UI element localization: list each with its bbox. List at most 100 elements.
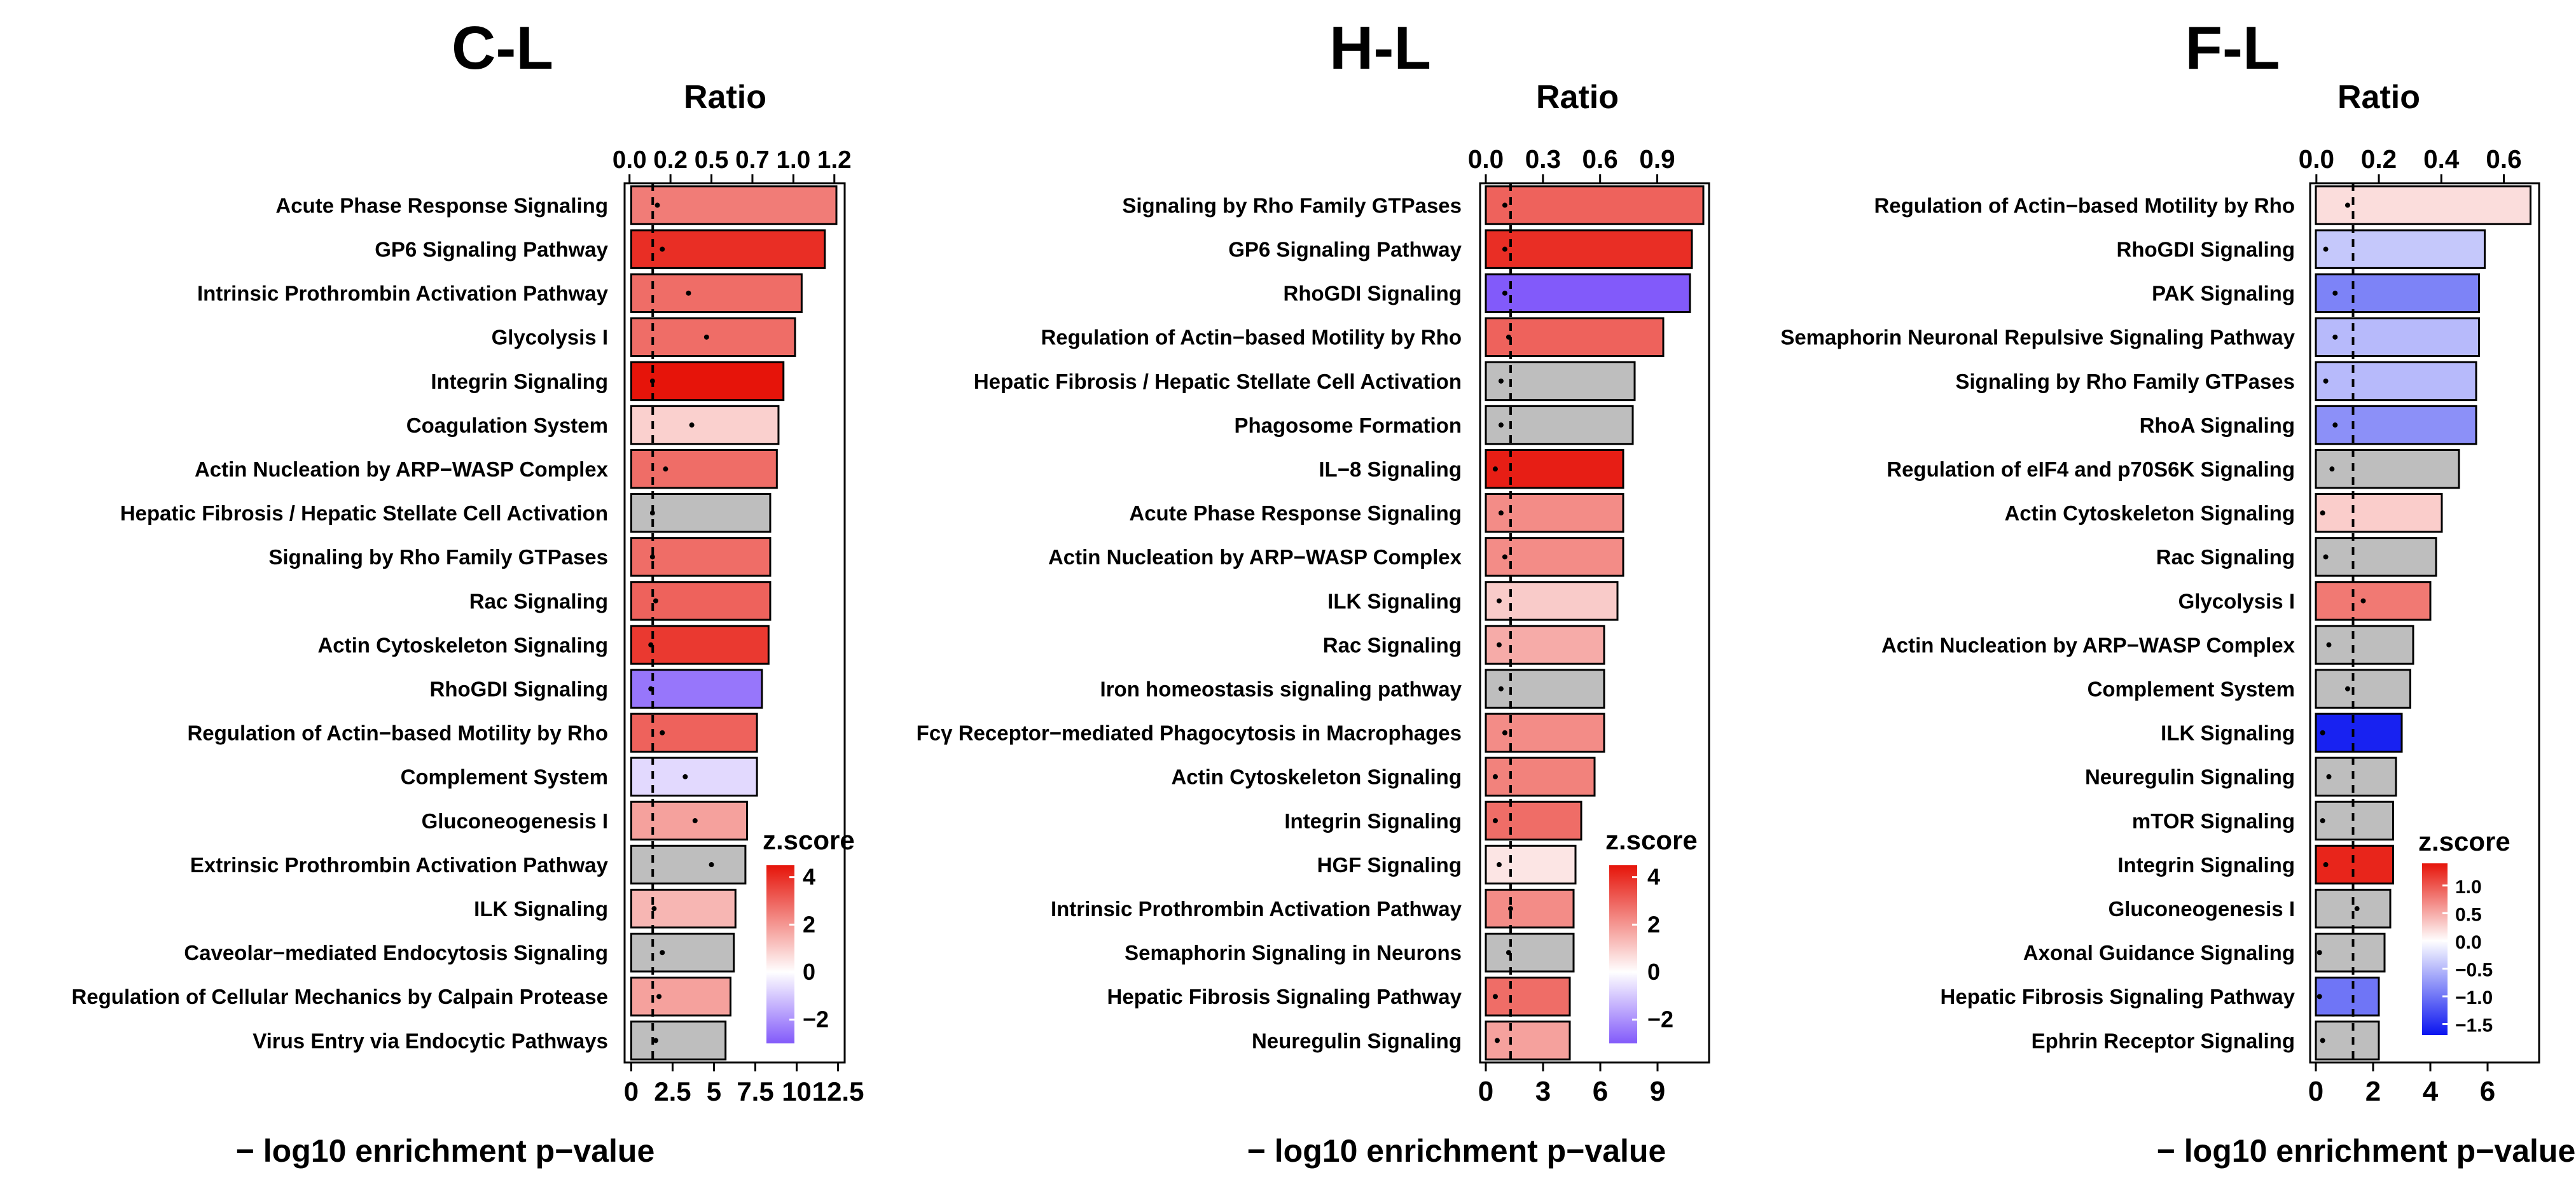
legend-title: z.score bbox=[1605, 825, 1698, 855]
bar bbox=[2315, 229, 2486, 269]
bar bbox=[2315, 888, 2392, 929]
pvalue-axis-title: − log10 enrichment p−value bbox=[236, 1133, 655, 1169]
category-label: RhoGDI Signaling bbox=[430, 678, 608, 701]
category-label: Ephrin Receptor Signaling bbox=[2032, 1029, 2295, 1052]
ratio-point bbox=[2320, 818, 2325, 823]
x-tick-label: 3 bbox=[1535, 1076, 1551, 1107]
ratio-tick-label: 0.3 bbox=[1525, 144, 1561, 174]
category-label: Hepatic Fibrosis Signaling Pathway bbox=[1107, 985, 1462, 1008]
ratio-point bbox=[2323, 378, 2329, 384]
category-label: Complement System bbox=[401, 765, 608, 789]
category-label: Rac Signaling bbox=[469, 589, 608, 613]
bar bbox=[2315, 669, 2411, 709]
ratio-tick-label: 0.0 bbox=[1468, 144, 1504, 174]
panel-title: F-L bbox=[2185, 14, 2280, 82]
ratio-tick-label: 0.7 bbox=[735, 146, 770, 174]
ratio-point bbox=[2320, 730, 2325, 735]
category-label: PAK Signaling bbox=[2152, 282, 2295, 305]
ratio-tick-label: 0.5 bbox=[695, 146, 729, 174]
category-label: Semaphorin Signaling in Neurons bbox=[1125, 941, 1462, 965]
bar bbox=[1485, 273, 1691, 313]
bar bbox=[2315, 361, 2477, 401]
ratio-point bbox=[682, 774, 688, 779]
ratio-point bbox=[2354, 906, 2360, 912]
ratio-tick-label: 0.6 bbox=[1582, 144, 1618, 174]
category-label: Signaling by Rho Family GTPases bbox=[1955, 370, 2295, 393]
bar bbox=[630, 625, 770, 665]
category-label: Gluconeogenesis I bbox=[2109, 897, 2295, 921]
ratio-point bbox=[2326, 642, 2332, 648]
bar bbox=[1485, 493, 1624, 533]
category-label: Regulation of Actin−based Motility by Rh… bbox=[187, 721, 608, 745]
category-label: Signaling by Rho Family GTPases bbox=[1122, 193, 1462, 217]
ratio-point bbox=[660, 730, 665, 735]
x-tick-label: 0 bbox=[2308, 1076, 2323, 1107]
panel-h-l: H-L Ratio − log10 enrichment p−value 0 3 6… bbox=[917, 14, 1710, 1169]
bar bbox=[630, 713, 758, 753]
category-label: Phagosome Formation bbox=[1234, 414, 1462, 437]
category-label: Actin Nucleation by ARP−WASP Complex bbox=[1048, 545, 1462, 569]
legend-colorbar bbox=[2422, 863, 2448, 1035]
plot-frame bbox=[623, 182, 846, 1064]
ratio-point bbox=[1498, 422, 1504, 428]
legend-colorbar bbox=[766, 865, 794, 1043]
category-label: ILK Signaling bbox=[474, 897, 608, 921]
legend-label: 0.5 bbox=[2455, 904, 2482, 925]
bar bbox=[630, 844, 747, 885]
ratio-tick-label: 0.0 bbox=[2299, 144, 2334, 174]
ratio-axis-title: Ratio bbox=[1536, 79, 1619, 116]
x-tick-label: 5 bbox=[707, 1076, 721, 1106]
bar bbox=[2315, 537, 2437, 577]
ratio-point bbox=[1494, 1038, 1500, 1043]
legend-colorbar bbox=[1609, 865, 1637, 1043]
category-label: Regulation of Actin−based Motility by Rh… bbox=[1874, 193, 2295, 217]
category-label: ILK Signaling bbox=[1327, 589, 1462, 613]
ratio-tick-label: 1.2 bbox=[817, 146, 852, 174]
bar bbox=[1485, 977, 1571, 1017]
ratio-point bbox=[1492, 994, 1498, 999]
category-label: Integrin Signaling bbox=[2117, 853, 2295, 877]
category-label: Virus Entry via Endocytic Pathways bbox=[253, 1029, 608, 1052]
bar bbox=[1485, 449, 1624, 489]
category-label: Signaling by Rho Family GTPases bbox=[268, 545, 608, 569]
bar bbox=[630, 977, 731, 1017]
ratio-point bbox=[1502, 202, 1507, 208]
legend-label: −1.0 bbox=[2455, 987, 2493, 1008]
bar bbox=[1485, 229, 1693, 269]
ratio-point bbox=[2326, 774, 2332, 779]
panel-title: C-L bbox=[452, 14, 553, 82]
x-tick-label: 0 bbox=[1478, 1076, 1493, 1107]
x-tick-label: 12.5 bbox=[812, 1076, 864, 1106]
bar bbox=[1485, 800, 1582, 841]
category-label: Integrin Signaling bbox=[1284, 809, 1462, 833]
ratio-point bbox=[2316, 994, 2322, 999]
ratio-tick-label: 0.6 bbox=[2486, 144, 2521, 174]
bar bbox=[2315, 449, 2460, 489]
legend-label: −2 bbox=[803, 1006, 829, 1033]
category-label: Intrinsic Prothrombin Activation Pathway bbox=[197, 282, 609, 305]
ratio-point bbox=[2360, 598, 2366, 604]
category-label: Acute Phase Response Signaling bbox=[275, 193, 608, 217]
bar bbox=[1485, 361, 1636, 401]
ratio-point bbox=[1498, 686, 1504, 692]
legend-label: 4 bbox=[1647, 864, 1660, 890]
ratio-point bbox=[2344, 686, 2350, 692]
ratio-point bbox=[649, 554, 655, 560]
ratio-point bbox=[1502, 246, 1507, 252]
ratio-tick-label: 1.0 bbox=[777, 146, 811, 174]
ratio-point bbox=[660, 246, 665, 252]
ratio-point bbox=[2323, 862, 2329, 868]
ratio-point bbox=[2329, 466, 2335, 472]
ratio-point bbox=[2323, 246, 2329, 252]
legend-label: 4 bbox=[803, 864, 815, 890]
ratio-point bbox=[1502, 554, 1507, 560]
ratio-axis-title: Ratio bbox=[684, 79, 766, 116]
ratio-point bbox=[1496, 862, 1502, 868]
bar bbox=[630, 581, 772, 621]
category-label: Acute Phase Response Signaling bbox=[1129, 501, 1462, 525]
bar bbox=[2315, 493, 2443, 533]
category-label: Axonal Guidance Signaling bbox=[2023, 941, 2295, 965]
ratio-point bbox=[656, 994, 662, 999]
bar bbox=[1485, 888, 1575, 929]
pvalue-axis-title: − log10 enrichment p−value bbox=[2157, 1133, 2576, 1169]
